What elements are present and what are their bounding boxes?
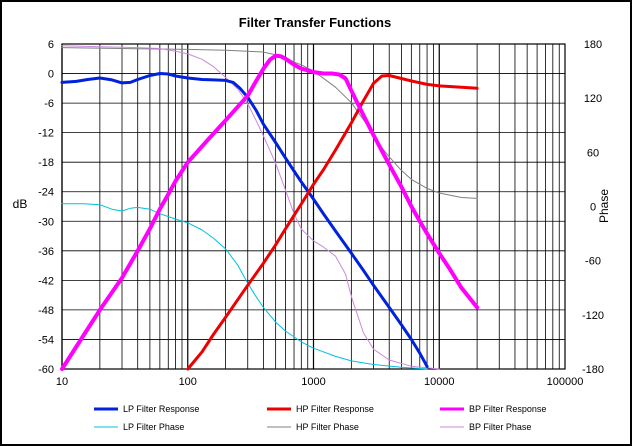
- series-line-0: [60, 72, 429, 368]
- y2-tick-label: 180: [584, 39, 602, 51]
- y2-tick-label: -180: [582, 364, 604, 376]
- y2-tick-label: 0: [590, 202, 596, 214]
- x-tick-label: 1000: [301, 376, 325, 388]
- y-tick-label: 6: [48, 39, 54, 51]
- series-line-1: [186, 74, 479, 371]
- x-tick-label: 100000: [547, 376, 584, 388]
- legend: LP Filter Response HP Filter Response BP F…: [94, 404, 546, 432]
- y2-tick-label: 60: [587, 147, 599, 159]
- legend-label: BP Filter Phase: [469, 422, 531, 432]
- y-tick-label: -18: [38, 157, 54, 169]
- chart-title: Filter Transfer Functions: [239, 15, 391, 30]
- y-axis-label: dB: [13, 197, 28, 211]
- y-tick-label: -30: [38, 216, 54, 228]
- y-tick-label: -60: [38, 364, 54, 376]
- y2-tick-label: -120: [582, 310, 604, 322]
- y-tick-label: -6: [44, 98, 54, 110]
- legend-label: LP Filter Phase: [123, 422, 184, 432]
- x-tick-label: 10000: [424, 376, 455, 388]
- plot-border: [61, 43, 566, 370]
- series-line-5: [61, 45, 440, 370]
- series-line-4: [61, 47, 478, 199]
- x-tick-label: 10: [56, 376, 68, 388]
- legend-label: BP Filter Response: [469, 404, 546, 414]
- grid: [61, 43, 566, 370]
- y-tick-label: -42: [38, 275, 54, 287]
- y2-tick-label: 120: [584, 93, 602, 105]
- y-tick-label: 0: [48, 69, 54, 81]
- series-layer: [60, 45, 480, 371]
- legend-label: LP Filter Response: [123, 404, 199, 414]
- legend-label: HP Filter Response: [296, 404, 374, 414]
- legend-label: HP Filter Phase: [296, 422, 359, 432]
- y-tick-label: -36: [38, 246, 54, 258]
- tick-labels: 10 100 1000 10000 10000060-6-12-18-24-30-36-…: [38, 39, 604, 388]
- y-tick-label: -54: [38, 334, 54, 346]
- y-tick-label: -48: [38, 305, 54, 317]
- y-tick-label: -12: [38, 128, 54, 140]
- y2-tick-label: -60: [585, 256, 601, 268]
- series-line-3: [61, 203, 428, 370]
- y-tick-label: -24: [38, 187, 54, 199]
- x-tick-label: 100: [179, 376, 197, 388]
- series-line-2: [60, 53, 480, 371]
- y2-axis-label: Phase: [597, 189, 611, 223]
